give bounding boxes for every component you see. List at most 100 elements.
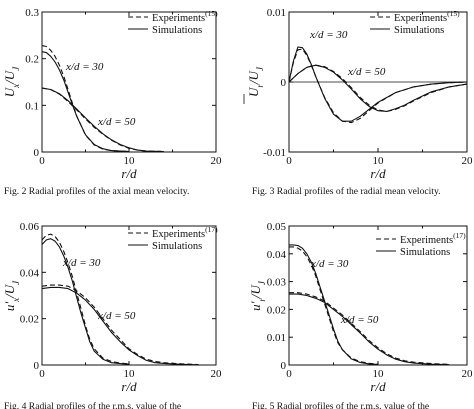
chart-panel-4: 0 10 20 0 0.02 0.04 0.06 r/d u'x/UJ Experiments(1… [2,221,222,409]
series-line-experiments-30 [289,246,379,365]
legend: Experiments(17)Simulations [128,225,218,252]
y-axis-label-part: r [255,84,265,88]
y-axis-label-part: / [246,79,261,85]
x-tick-label: 10 [124,155,136,167]
y-axis-label-part: J [255,66,265,71]
x-tick-label: 0 [286,368,292,380]
y-axis-label-part: U [248,283,263,294]
y-axis-label-part: J [257,280,267,285]
x-tick-label: 20 [462,155,474,167]
series-line-experiments-30 [289,48,467,124]
series-line-simulations-50 [42,87,164,152]
y-axis-label-part: / [2,293,17,299]
y-axis-label: Ux/UJ [2,66,21,97]
curve-annotation: x/d = 50 [97,116,136,128]
y-axis-label-part: r [257,298,267,302]
y-tick-label: 0 [281,77,287,89]
y-axis-label-part: x [11,298,21,303]
y-axis-label-part: U [246,86,261,97]
y-tick-label: 0.3 [25,7,39,19]
x-tick-label: 10 [124,368,136,380]
legend-label: Simulations [400,247,450,258]
y-tick-label: -0.01 [263,147,286,159]
y-axis-label-part: u' [2,302,17,312]
series-line-experiments-50 [42,284,199,365]
y-axis-label-part: U [2,69,17,80]
x-tick-label: 0 [39,155,45,167]
figure-caption: Fig. 2 Radial profiles of the axial mean… [4,186,189,197]
y-tick-label: 0 [34,147,40,159]
series-line-simulations-50 [289,64,467,112]
y-tick-label: 0.05 [267,221,287,233]
y-axis-label-part: / [248,293,263,299]
y-tick-label: 0.02 [267,304,286,316]
chart-panel-2: 0 10 2000.10.20.3r/dUx/UJExperiments(15)Si… [2,7,222,197]
x-axis-label: r/d [370,379,386,394]
curve-annotation: x/d = 50 [340,314,379,326]
y-axis-label-part: U [2,86,17,97]
y-axis-label-part: J [11,280,21,285]
y-axis-label-part: / [2,79,17,85]
y-tick-label: 0.04 [267,249,287,261]
y-axis-label: Ur/UJ [246,66,265,97]
legend: Experiments(17)Simulations [376,231,466,258]
curve-annotation: x/d = 30 [65,61,104,73]
x-tick-label: 0 [286,155,292,167]
y-tick-label: 0.03 [267,277,287,289]
y-tick-label: 0.2 [25,54,39,66]
legend-label: Simulations [394,25,444,36]
y-tick-label: 0.06 [20,221,40,233]
y-axis-label: u'r/UJ [248,280,267,311]
y-tick-label: 0.04 [20,267,40,279]
legend: Experiments(15)Simulations [128,9,218,36]
x-tick-label: 20 [211,368,223,380]
legend: Experiments(15)Simulations [370,9,460,36]
x-tick-label: 20 [211,155,223,167]
legend-label: Experiments(17) [400,231,466,246]
legend-label: Experiments(15) [152,9,218,24]
y-axis-label-part: J [11,66,21,71]
curve-annotation: x/d = 30 [309,29,348,41]
y-tick-label: 0 [281,360,287,372]
y-axis-label-part: U [2,283,17,294]
legend-superscript: (17) [205,225,218,234]
curve-annotation: x/d = 50 [97,310,136,322]
y-axis-label: u'x/UJ [2,280,21,311]
y-axis-label-part: u' [248,301,263,311]
x-tick-label: 20 [462,368,474,380]
figure-caption: Fig. 5 Radial profiles of the r.m.s. val… [252,401,429,409]
x-axis-label: r/d [121,166,137,181]
figure-caption: Fig. 3 Radial profiles of the radial mea… [252,186,441,197]
curve-annotation: x/d = 50 [347,66,386,78]
x-tick-label: 10 [373,155,385,167]
series-line-experiments-30 [42,233,130,365]
series-line-simulations-30 [289,46,467,122]
y-axis-label-part: x [11,84,21,89]
legend-label: Experiments(17) [152,225,218,240]
chart-panel-5: 0 10 20 0 0.01 0.02 0.03 0.04 0.05 r/d u'r/UJ Exper… [248,221,473,409]
x-axis-label: r/d [370,166,386,181]
series-line-simulations-50 [42,286,199,365]
legend-label: Simulations [152,241,202,252]
series-line-simulations-30 [42,238,130,365]
curve-annotation: x/d = 30 [310,258,349,270]
legend-label: Simulations [152,25,202,36]
legend-label: Experiments(15) [394,9,460,24]
figure-caption: Fig. 4 Radial profiles of the r.m.s. val… [4,401,181,409]
legend-superscript: (15) [447,9,460,18]
x-tick-label: 10 [373,368,385,380]
y-tick-label: 0.1 [25,100,39,112]
x-tick-label: 0 [39,368,45,380]
chart-panel-3: 0 10 20-0.0100.01r/dUr/UJExperiments(15)Si… [243,7,474,197]
x-axis-label: r/d [121,379,137,394]
legend-superscript: (15) [205,9,218,18]
y-tick-label: 0.01 [267,7,286,19]
legend-superscript: (17) [453,231,466,240]
series-line-experiments-50 [289,292,450,365]
y-axis-label-part: U [246,69,261,80]
curve-annotation: x/d = 30 [62,257,101,269]
series-line-simulations-50 [289,293,450,365]
y-tick-label: 0 [34,360,40,372]
series-line-simulations-30 [289,244,379,365]
